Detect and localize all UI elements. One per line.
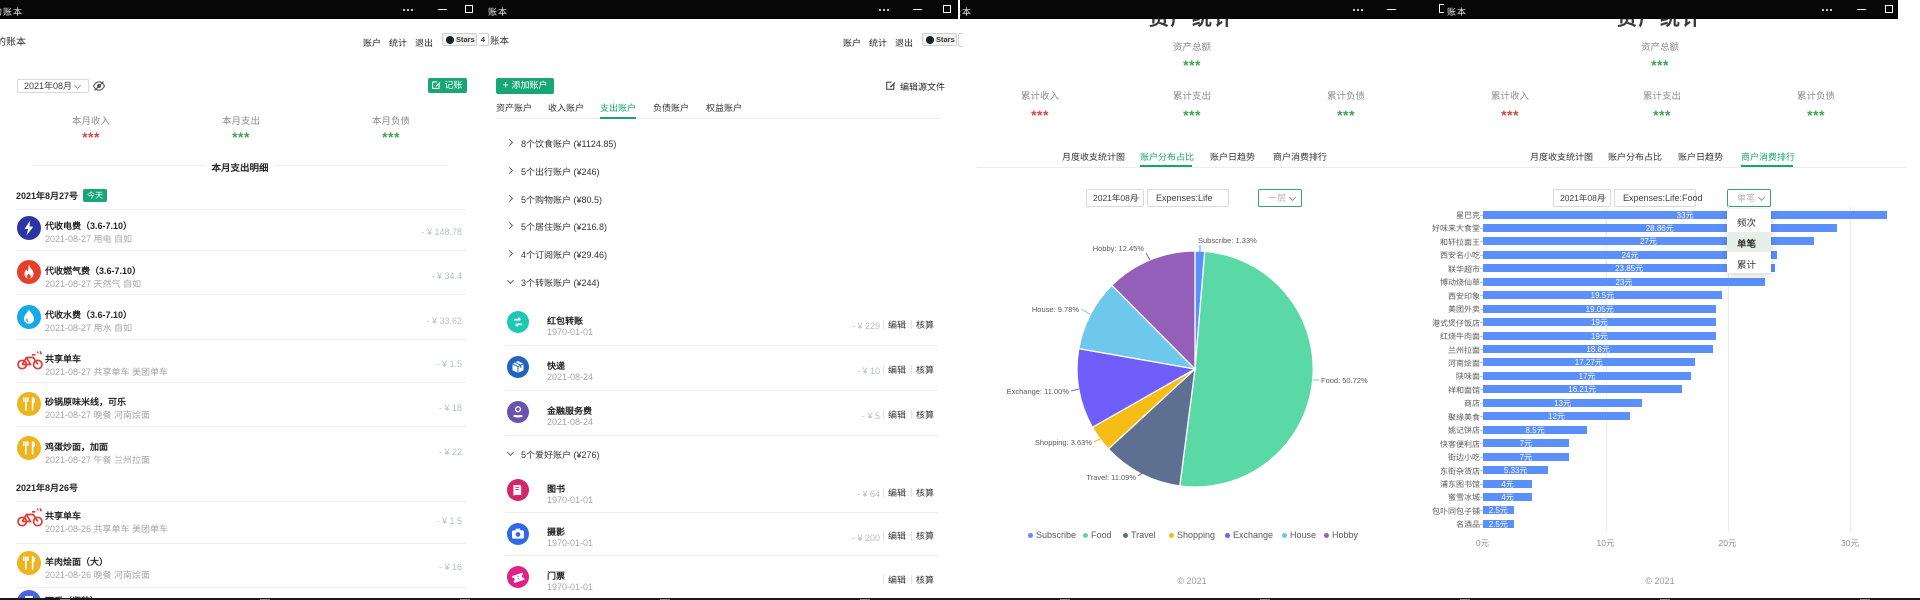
svg-text:Shopping: 3.63%: Shopping: 3.63% [1035, 438, 1092, 447]
svg-text:House: 9.78%: House: 9.78% [1032, 305, 1079, 314]
svg-text:Travel: 11.09%: Travel: 11.09% [1086, 473, 1136, 482]
svg-text:Exchange: 11.00%: Exchange: 11.00% [1007, 387, 1070, 396]
svg-text:Subscribe: 1.33%: Subscribe: 1.33% [1198, 236, 1257, 245]
svg-text:Hobby: 12.45%: Hobby: 12.45% [1093, 244, 1145, 253]
svg-text:Food: 50.72%: Food: 50.72% [1321, 376, 1368, 385]
